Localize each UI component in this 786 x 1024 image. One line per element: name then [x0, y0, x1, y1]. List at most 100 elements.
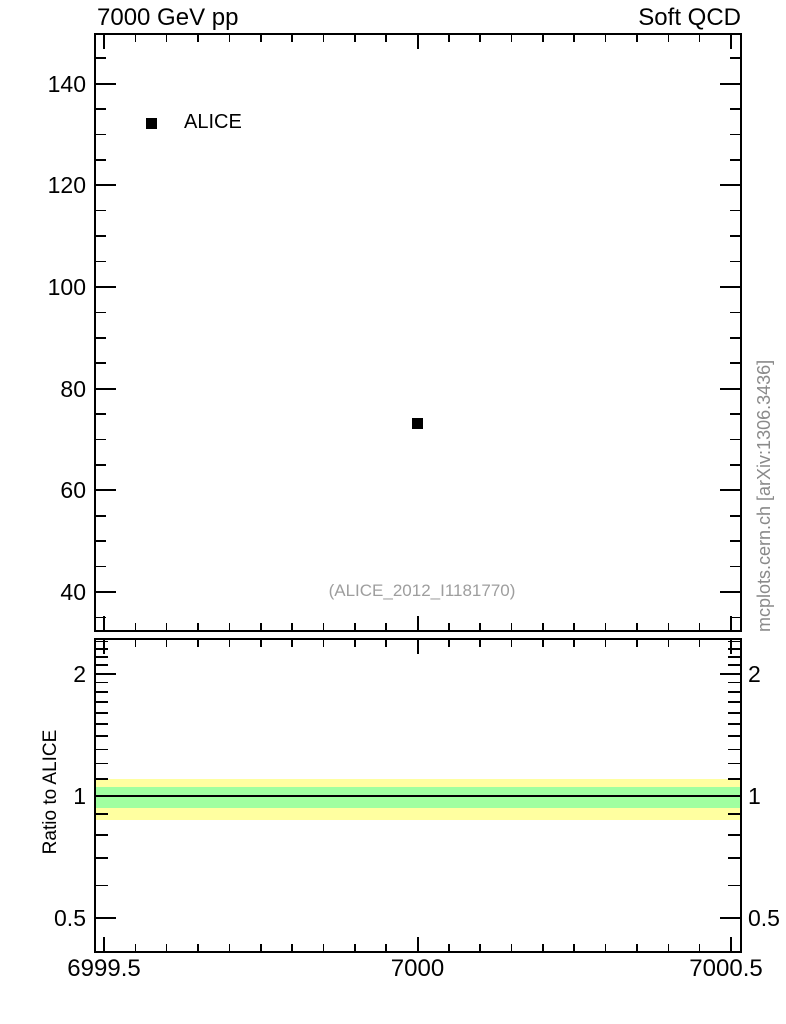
axis-tick [96, 813, 108, 815]
ratio-ytick-label-left: 2 [73, 660, 86, 687]
axis-tick [667, 944, 670, 951]
axis-tick [96, 413, 106, 415]
axis-tick [667, 35, 670, 42]
axis-tick [730, 35, 732, 49]
axis-tick [510, 35, 513, 42]
plot-title-process: Soft QCD [638, 4, 741, 31]
axis-tick [96, 916, 116, 919]
axis-tick [322, 623, 325, 630]
axis-tick [96, 464, 106, 466]
axis-tick [730, 565, 740, 568]
axis-tick [96, 591, 116, 593]
axis-tick [96, 260, 106, 263]
axis-tick [448, 944, 450, 951]
axis-tick [728, 857, 740, 860]
main-ytick-label: 60 [60, 477, 86, 504]
axis-tick [698, 640, 701, 647]
axis-tick [96, 82, 116, 85]
axis-tick [416, 640, 419, 654]
axis-tick [96, 672, 116, 675]
axis-tick [228, 623, 231, 630]
axis-tick [197, 640, 199, 647]
axis-tick [96, 701, 108, 703]
axis-tick [479, 640, 481, 647]
xtick-label: 7000.5 [689, 955, 763, 982]
main-panel-frame [94, 33, 742, 632]
ratio-ytick-label-right: 1 [748, 782, 761, 809]
axis-tick [322, 35, 325, 42]
axis-tick [573, 944, 576, 951]
axis-tick [416, 937, 419, 951]
axis-tick [354, 944, 356, 951]
main-ytick-label: 80 [60, 375, 86, 402]
ratio-band-inner-uncertainty [96, 786, 740, 809]
axis-tick [96, 336, 106, 339]
ratio-reference-line [96, 794, 740, 797]
axis-tick [416, 35, 419, 49]
axis-tick [322, 944, 325, 951]
axis-tick [96, 681, 108, 684]
axis-tick [291, 35, 293, 42]
axis-tick [134, 944, 137, 951]
axis-tick [165, 623, 168, 630]
axis-tick [96, 235, 106, 237]
ratio-ytick-label-left: 0.5 [54, 904, 86, 931]
axis-tick [728, 735, 740, 738]
axis-tick [228, 35, 231, 42]
axis-tick [448, 35, 450, 42]
axis-tick [385, 623, 387, 630]
watermark-vertical-text: mcplots.cern.ch [arXiv:1306.3436] [754, 359, 774, 632]
axis-tick [730, 540, 740, 542]
axis-tick [134, 35, 137, 42]
axis-tick [730, 616, 732, 630]
axis-tick [728, 648, 740, 650]
axis-tick [720, 387, 740, 390]
axis-tick [448, 623, 450, 630]
axis-tick [728, 681, 740, 684]
axis-tick [165, 35, 168, 42]
axis-tick [728, 723, 740, 725]
axis-tick [542, 623, 544, 630]
axis-tick [259, 35, 262, 42]
axis-tick [96, 711, 108, 714]
axis-tick [259, 640, 262, 647]
axis-tick [96, 777, 108, 780]
axis-tick [720, 82, 740, 85]
axis-tick [96, 133, 106, 136]
axis-tick [728, 655, 740, 658]
axis-tick [728, 884, 740, 887]
axis-tick [96, 209, 106, 212]
axis-tick [636, 640, 638, 647]
axis-tick [96, 884, 108, 887]
axis-tick [730, 133, 740, 136]
axis-tick [197, 623, 199, 630]
axis-tick [96, 691, 108, 693]
axis-tick [604, 640, 607, 647]
axis-tick [96, 655, 108, 658]
axis-tick [259, 623, 262, 630]
axis-tick [728, 762, 740, 765]
ratio-panel-frame [94, 638, 742, 953]
axis-tick [103, 937, 105, 951]
axis-tick [510, 623, 513, 630]
axis-tick [96, 57, 106, 59]
axis-tick [165, 640, 168, 647]
main-ytick-label: 100 [47, 273, 86, 300]
axis-tick [604, 35, 607, 42]
axis-tick [259, 944, 262, 951]
axis-tick [96, 664, 108, 666]
ratio-ytick-label-right: 0.5 [748, 904, 780, 931]
plot-title-energy: 7000 GeV pp [97, 4, 239, 31]
axis-tick [720, 285, 740, 288]
axis-tick [730, 362, 740, 364]
axis-tick [96, 748, 108, 751]
main-ytick-label: 120 [47, 172, 86, 199]
axis-tick [728, 833, 740, 836]
axis-tick [385, 35, 387, 42]
axis-tick [542, 640, 544, 647]
axis-tick [573, 640, 576, 647]
axis-tick [165, 944, 168, 951]
axis-tick [96, 108, 106, 110]
axis-tick [730, 438, 740, 441]
axis-tick [730, 108, 740, 110]
